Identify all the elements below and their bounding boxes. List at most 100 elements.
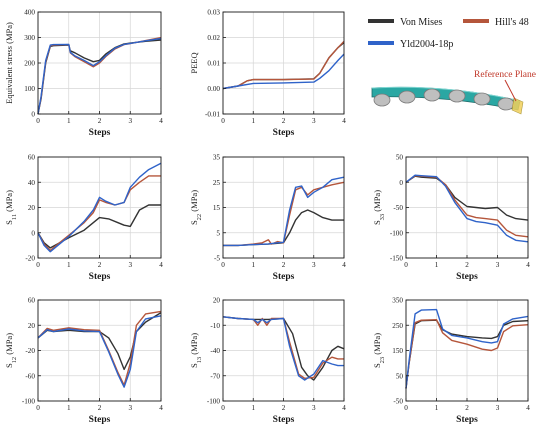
- chart-s13: 0 1 2 3 4 -100 -70 -40 -10 20 Steps S13 (MPa): [189, 297, 346, 426]
- x-tick-label: 2: [465, 261, 469, 269]
- y-tick-label: 40: [28, 179, 36, 187]
- y-axis-label: Equivalent stress (MPa): [4, 22, 14, 104]
- chart-s22: 0 1 2 3 4 -5 5 15 25 35 Steps S22 (MPa): [189, 154, 346, 283]
- y-tick-label: 300: [24, 34, 35, 42]
- y-tick-label: -50: [393, 398, 403, 406]
- chart-peeq: 0 1 2 3 4 -0.01 0.00 0.01 0.02 0.03 Steps PEEQ: [189, 9, 346, 139]
- legend: Von Mises Hill's 48 Yld2004-18p: [368, 17, 529, 50]
- reference-plane-leader: [504, 79, 517, 102]
- beam-body: [371, 86, 521, 111]
- y-tick-label: 50: [396, 372, 404, 380]
- series-line-yld2004-18p: [222, 53, 345, 90]
- y-tick-label: -150: [390, 255, 404, 263]
- y-tick-label: -100: [22, 398, 36, 406]
- x-tick-label: 4: [526, 261, 530, 269]
- support-roller: [473, 92, 491, 106]
- y-axis-label-main: S: [189, 220, 199, 225]
- y-axis-label-unit: (MPa): [189, 190, 199, 214]
- y-tick-label: 20: [28, 322, 36, 330]
- x-tick-label: 1: [251, 261, 255, 269]
- y-axis-label: PEEQ: [189, 52, 199, 73]
- x-tick-label: 3: [496, 404, 500, 412]
- x-axis-label: Steps: [456, 272, 478, 282]
- x-tick-label: 4: [342, 261, 346, 269]
- x-axis-label: Steps: [89, 415, 111, 425]
- y-axis-label-main: S: [4, 220, 14, 225]
- x-tick-label: 3: [312, 404, 316, 412]
- y-tick-label: 0.02: [207, 34, 220, 42]
- x-tick-label: 0: [404, 404, 408, 412]
- x-tick-label: 2: [282, 404, 286, 412]
- y-tick-label: 350: [392, 297, 403, 305]
- x-tick-label: 2: [465, 404, 469, 412]
- series-line-yld2004-18p: [223, 176, 345, 247]
- x-axis-label: Steps: [273, 415, 295, 425]
- y-tick-label: -20: [25, 255, 35, 263]
- y-axis-label-subscript: 13: [196, 357, 203, 364]
- x-axis-label: Steps: [273, 272, 295, 282]
- series-line-yld2004-18p: [405, 174, 529, 243]
- support-roller: [448, 89, 466, 103]
- y-axis-label: S22 (MPa): [189, 190, 203, 225]
- y-tick-label: 20: [28, 204, 36, 212]
- y-tick-label: 0: [31, 229, 35, 237]
- y-tick-label: -70: [210, 372, 220, 380]
- legend-label-yld2004: Yld2004-18p: [400, 39, 453, 50]
- y-axis-label-subscript: 22: [196, 214, 203, 221]
- x-axis-label: Steps: [89, 128, 111, 138]
- y-axis-label-main: S: [372, 363, 382, 368]
- series-line-hill-s-48: [405, 319, 529, 389]
- x-tick-label: 3: [128, 404, 132, 412]
- y-tick-label: 0.03: [207, 9, 220, 17]
- y-tick-label: -40: [210, 347, 220, 355]
- y-axis-label-subscript: 11: [11, 214, 18, 220]
- x-tick-label: 4: [342, 404, 346, 412]
- x-axis-label: Steps: [456, 415, 478, 425]
- y-tick-label: 250: [392, 322, 403, 330]
- x-tick-label: 1: [67, 261, 71, 269]
- y-tick-label: 60: [28, 297, 36, 305]
- y-tick-label: 35: [213, 154, 221, 162]
- x-tick-label: 0: [36, 117, 40, 125]
- x-tick-label: 0: [404, 261, 408, 269]
- y-tick-label: 400: [24, 9, 35, 17]
- y-axis-label-unit: (MPa): [189, 333, 199, 357]
- x-tick-label: 0: [221, 404, 225, 412]
- y-axis-label: S33 (MPa): [372, 190, 386, 225]
- y-tick-label: -0.01: [205, 111, 220, 119]
- x-tick-label: 4: [159, 117, 163, 125]
- x-tick-label: 0: [36, 261, 40, 269]
- series-line-von-mises: [37, 204, 161, 249]
- y-tick-label: -100: [390, 229, 404, 237]
- y-axis-label-subscript: 23: [379, 357, 386, 364]
- y-tick-label: -10: [210, 322, 220, 330]
- chart-equiv: 0 1 2 3 4 0 100 200 300 400 Steps Equivalent stress…: [4, 9, 163, 139]
- series-line-yld2004-18p: [37, 162, 162, 253]
- y-axis-label-subscript: 33: [379, 214, 386, 221]
- x-tick-label: 2: [98, 404, 102, 412]
- support-roller: [497, 97, 515, 111]
- y-tick-label: 0: [399, 179, 403, 187]
- support-roller: [398, 90, 416, 104]
- series-line-hill-s-48: [37, 175, 161, 252]
- y-axis-label-main: S: [4, 363, 14, 368]
- x-tick-label: 3: [496, 261, 500, 269]
- legend-label-hills48: Hill's 48: [495, 17, 529, 28]
- x-tick-label: 3: [128, 117, 132, 125]
- beam-top-edge: [371, 86, 521, 102]
- y-tick-label: 25: [213, 179, 221, 187]
- x-tick-label: 1: [251, 117, 255, 125]
- series-line-yld2004-18p: [37, 37, 162, 115]
- series-line-hill-s-48: [222, 40, 345, 90]
- y-tick-label: 100: [24, 85, 35, 93]
- y-tick-label: -60: [25, 372, 35, 380]
- x-tick-label: 4: [342, 117, 346, 125]
- y-axis-label-unit: (MPa): [372, 190, 382, 214]
- x-tick-label: 4: [526, 404, 530, 412]
- y-axis-label: S23 (MPa): [372, 333, 386, 368]
- y-tick-label: 15: [213, 204, 221, 212]
- x-tick-label: 2: [98, 117, 102, 125]
